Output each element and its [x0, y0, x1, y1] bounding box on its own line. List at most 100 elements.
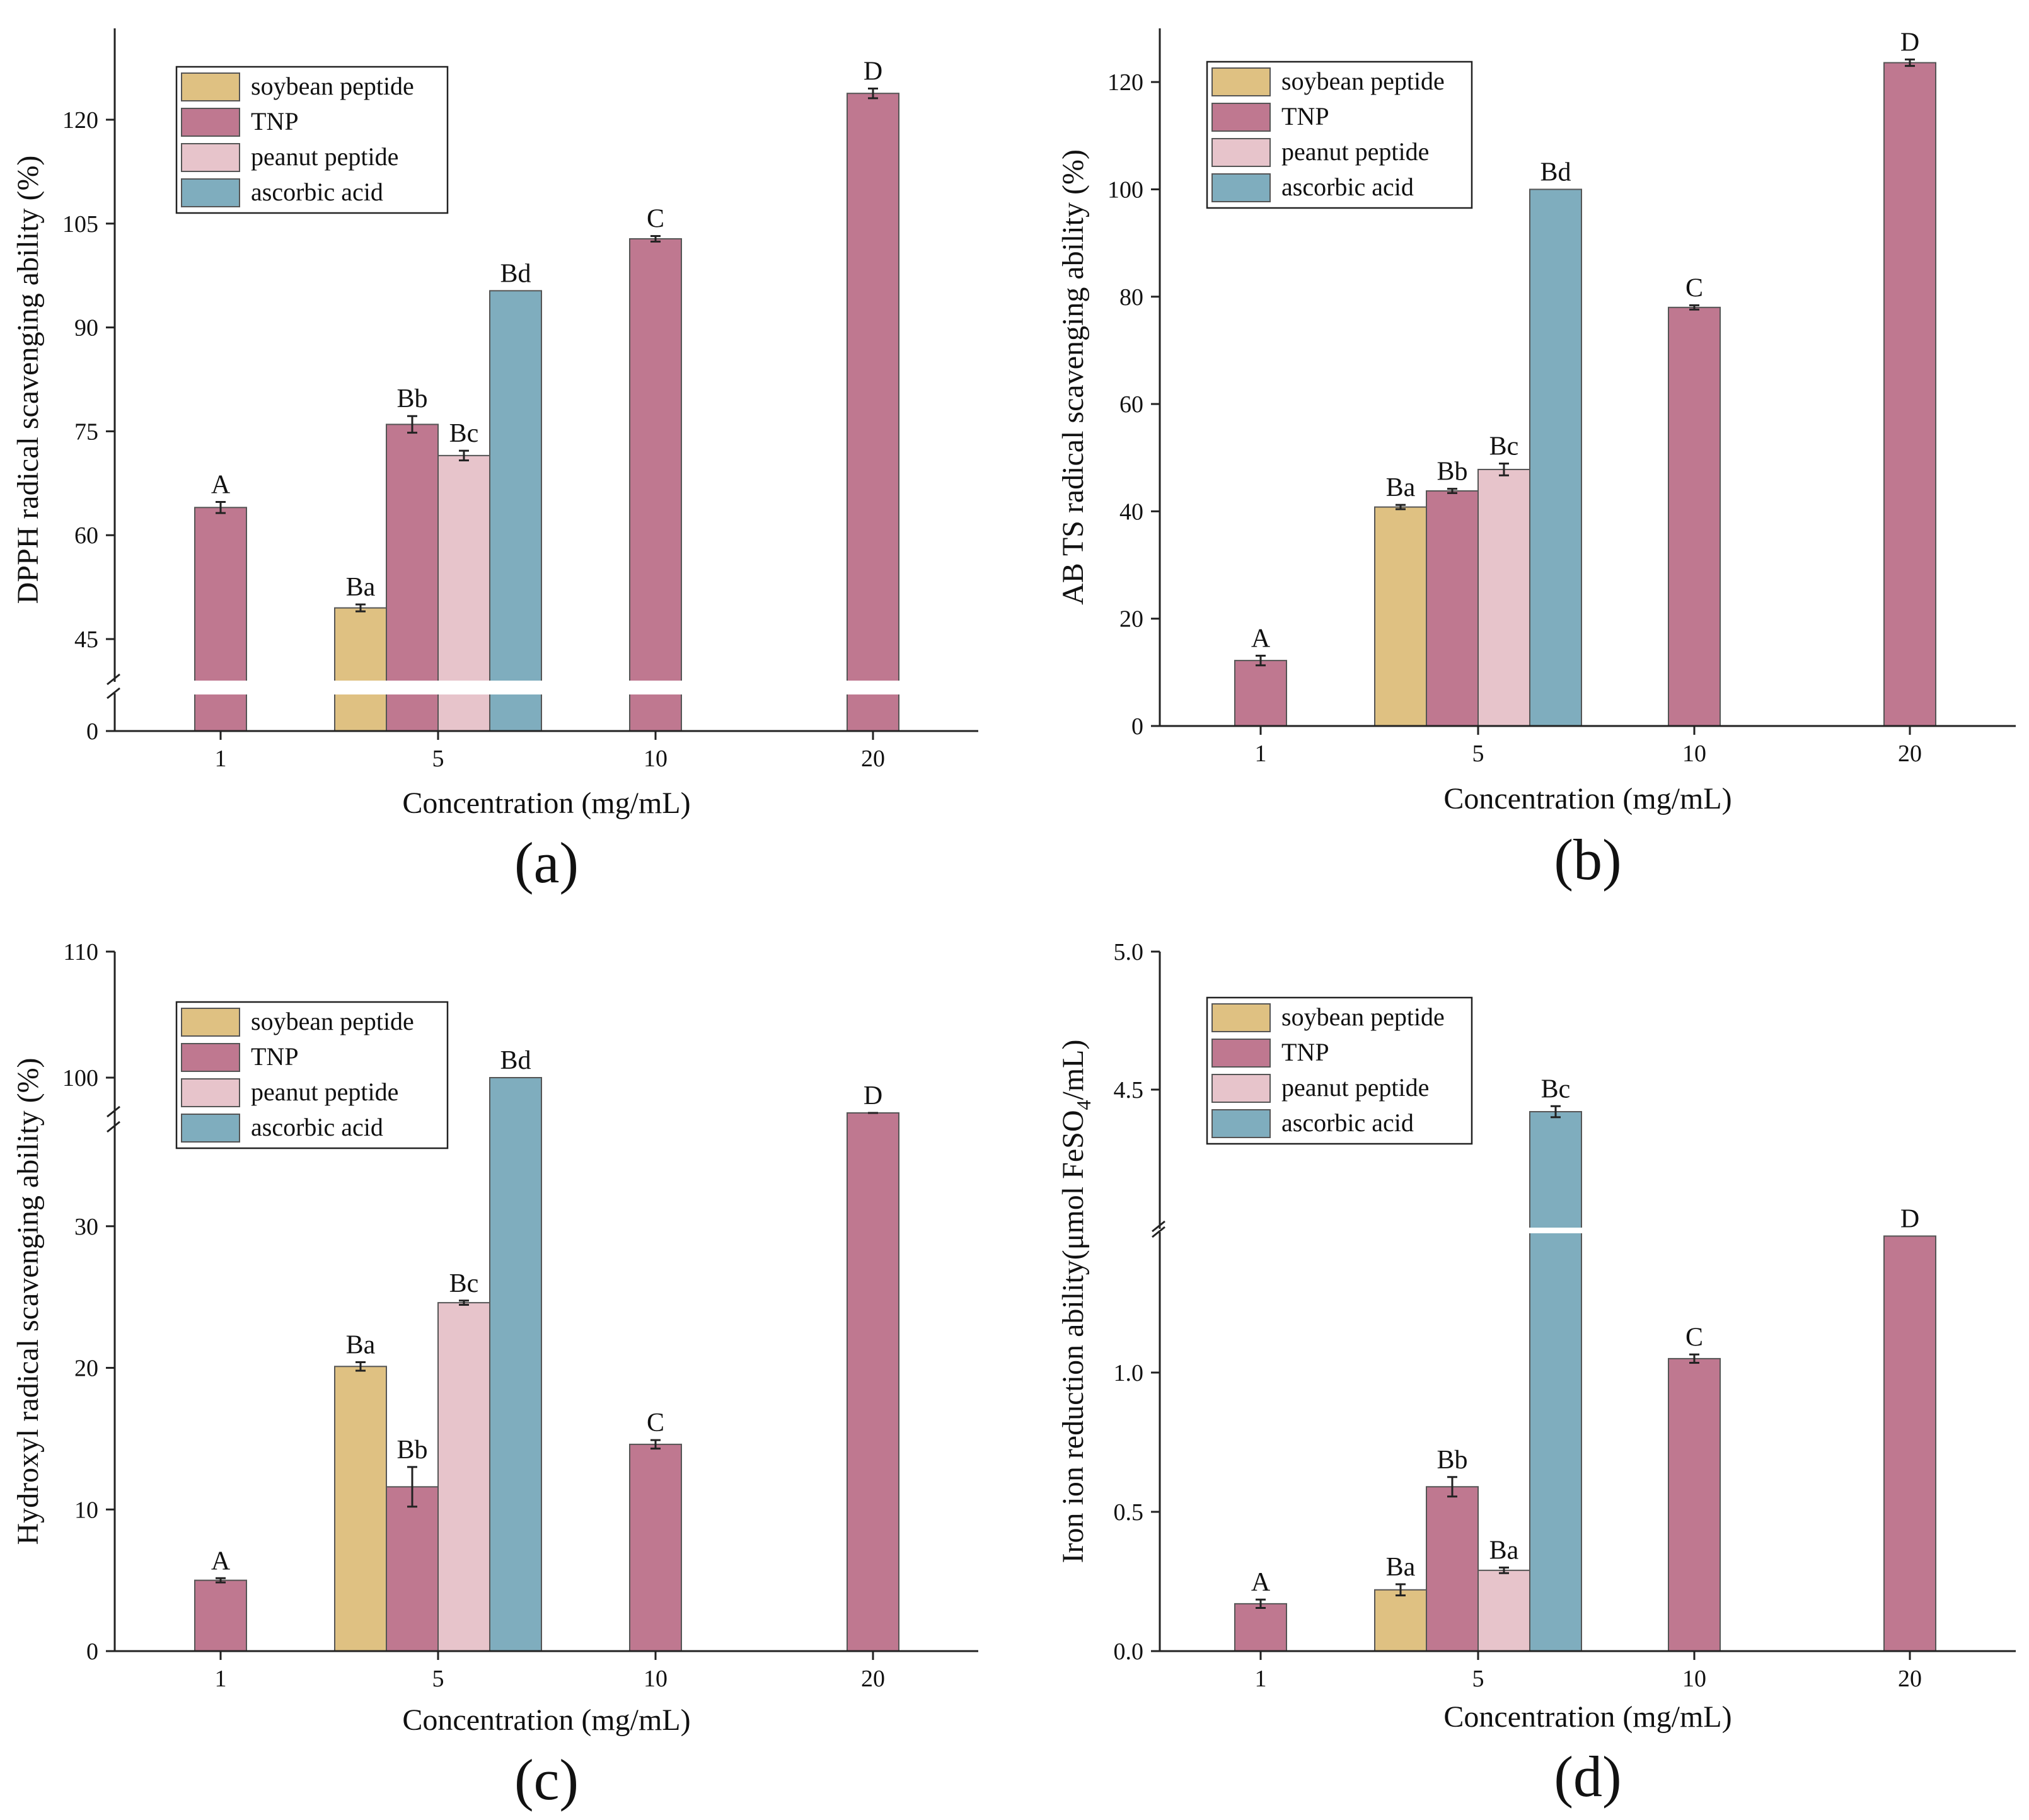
- y-axis-title: DPPH radical scavenging ability (%): [11, 156, 45, 604]
- panel-label: (c): [514, 1748, 579, 1812]
- x-tick-label: 5: [432, 746, 444, 772]
- significance-label: Ba: [346, 1331, 376, 1360]
- bar-soybean-peptide-5: [1374, 506, 1427, 727]
- x-tick-label: 20: [1898, 1666, 1922, 1692]
- significance-label: Bd: [1540, 158, 1571, 187]
- significance-label: Ba: [1386, 1553, 1416, 1582]
- bar-tnp-5: [1426, 490, 1479, 727]
- significance-label: Ba: [1386, 473, 1416, 502]
- axis-break-mark: [107, 1120, 120, 1133]
- x-tick-label: 20: [861, 746, 885, 772]
- significance-label: A: [211, 1546, 231, 1575]
- bar-tnp-5: [386, 1486, 439, 1652]
- legend-entry-label: ascorbic acid: [251, 1113, 383, 1141]
- legend-swatch-tnp: [181, 108, 240, 137]
- x-axis-title: Concentration (mg/mL): [1443, 782, 1731, 815]
- y-axis-title-subscript: 4: [1072, 1100, 1095, 1110]
- significance-label: A: [1251, 1568, 1271, 1597]
- bar-ascorbic-acid-5: [1529, 188, 1582, 727]
- bar-tnp-20: [847, 93, 899, 732]
- x-tick-label: 1: [1255, 740, 1267, 767]
- legend-swatch-peanut-peptide: [1211, 138, 1271, 167]
- legend-swatch-tnp: [1211, 103, 1271, 132]
- x-tick-label: 5: [432, 1666, 444, 1692]
- legend-swatch-soybean-peptide: [1211, 67, 1271, 96]
- legend-entry-label: soybean peptide: [1281, 1003, 1445, 1031]
- legend-entry-label: ascorbic acid: [1281, 173, 1414, 201]
- legend-entry-label: peanut peptide: [1281, 137, 1429, 166]
- x-axis-title: Concentration (mg/mL): [1443, 1700, 1731, 1734]
- x-tick-label: 1: [1255, 1666, 1267, 1692]
- bar-ascorbic-acid-5: [1529, 1111, 1582, 1652]
- y-tick-label: 60: [1119, 391, 1143, 418]
- y-axis-title-main: Iron ion reduction ability(μmol FeSO: [1056, 1110, 1090, 1564]
- significance-label: C: [647, 205, 664, 234]
- bar-tnp-1: [1234, 660, 1287, 727]
- bar-tnp-1: [194, 507, 247, 732]
- x-tick-label: 10: [1682, 1666, 1706, 1692]
- legend-swatch-ascorbic-acid: [181, 178, 240, 207]
- x-tick-label: 10: [644, 1666, 668, 1692]
- panel-label: (b): [1554, 827, 1621, 892]
- x-tick-label: 20: [861, 1666, 885, 1692]
- axis-break-mark: [107, 1105, 120, 1118]
- axis-break-gap: [1151, 1228, 2016, 1233]
- legend-d: soybean peptide TNP peanut peptide ascorbic…: [1206, 996, 1473, 1145]
- legend-entry-label: ascorbic acid: [1281, 1109, 1414, 1137]
- y-tick-label: 0: [86, 718, 98, 745]
- legend-swatch-soybean-peptide: [181, 72, 240, 101]
- y-tick-label: 0: [86, 1639, 98, 1665]
- x-tick-label: 10: [644, 746, 668, 772]
- bar-tnp-10: [1668, 1357, 1721, 1652]
- legend-b: soybean peptide TNP peanut peptide ascorbic…: [1206, 60, 1473, 209]
- bar-peanut-peptide-5: [1477, 468, 1530, 727]
- bar-tnp-10: [629, 238, 682, 732]
- y-tick-label: 4.5: [1114, 1077, 1144, 1103]
- legend-entry-label: peanut peptide: [251, 1078, 398, 1106]
- significance-label: C: [647, 1408, 664, 1437]
- y-tick-label: 1.0: [1114, 1360, 1144, 1386]
- y-tick-label: 110: [63, 939, 98, 965]
- y-tick-label: 45: [74, 626, 98, 653]
- legend-swatch-ascorbic-acid: [1211, 173, 1271, 202]
- bar-tnp-1: [194, 1579, 247, 1652]
- legend-swatch-ascorbic-acid: [181, 1114, 240, 1143]
- legend-swatch-tnp: [1211, 1039, 1271, 1068]
- x-tick-label: 5: [1472, 740, 1484, 767]
- x-tick-label: 1: [215, 1666, 227, 1692]
- significance-label: Bb: [1436, 458, 1467, 487]
- y-tick-label: 100: [62, 1065, 98, 1091]
- y-axis-title: Hydroxyl radical scavenging ability (%): [11, 1057, 45, 1545]
- bar-soybean-peptide-5: [334, 607, 387, 732]
- panel-label: (d): [1554, 1744, 1621, 1809]
- bar-ascorbic-acid-5: [489, 1077, 542, 1652]
- bar-tnp-10: [629, 1443, 682, 1652]
- significance-label: Ba: [346, 573, 376, 602]
- legend-swatch-soybean-peptide: [1211, 1003, 1271, 1032]
- y-axis-title: Iron ion reduction ability(μmol FeSO4/mL…: [1056, 1040, 1095, 1564]
- y-tick-label: 75: [74, 418, 98, 445]
- bar-tnp-20: [847, 1112, 899, 1652]
- legend-swatch-peanut-peptide: [181, 143, 240, 172]
- y-tick-label: 80: [1119, 284, 1143, 311]
- y-tick-label: 100: [1107, 176, 1143, 203]
- y-tick-label: 120: [1107, 69, 1143, 96]
- y-tick-label: 0.0: [1114, 1639, 1144, 1665]
- significance-label: Bd: [500, 259, 531, 288]
- bar-ascorbic-acid-5: [489, 290, 542, 732]
- significance-label: D: [864, 57, 882, 86]
- bar-tnp-20: [1883, 62, 1936, 727]
- x-tick-label: 1: [215, 746, 227, 772]
- axis-break-mark: [107, 687, 120, 700]
- y-tick-label: 0: [1131, 713, 1143, 740]
- legend-entry-label: peanut peptide: [1281, 1073, 1429, 1102]
- bar-peanut-peptide-5: [1477, 1569, 1530, 1652]
- legend-a: soybean peptide TNP peanut peptide ascorbic…: [175, 66, 449, 214]
- legend-entry-label: TNP: [251, 1042, 299, 1071]
- panel-label: (a): [514, 831, 579, 895]
- bar-tnp-1: [1234, 1603, 1287, 1652]
- bar-tnp-5: [1426, 1486, 1479, 1652]
- significance-label: Bd: [500, 1046, 531, 1075]
- legend-swatch-ascorbic-acid: [1211, 1109, 1271, 1138]
- bar-soybean-peptide-5: [334, 1366, 387, 1652]
